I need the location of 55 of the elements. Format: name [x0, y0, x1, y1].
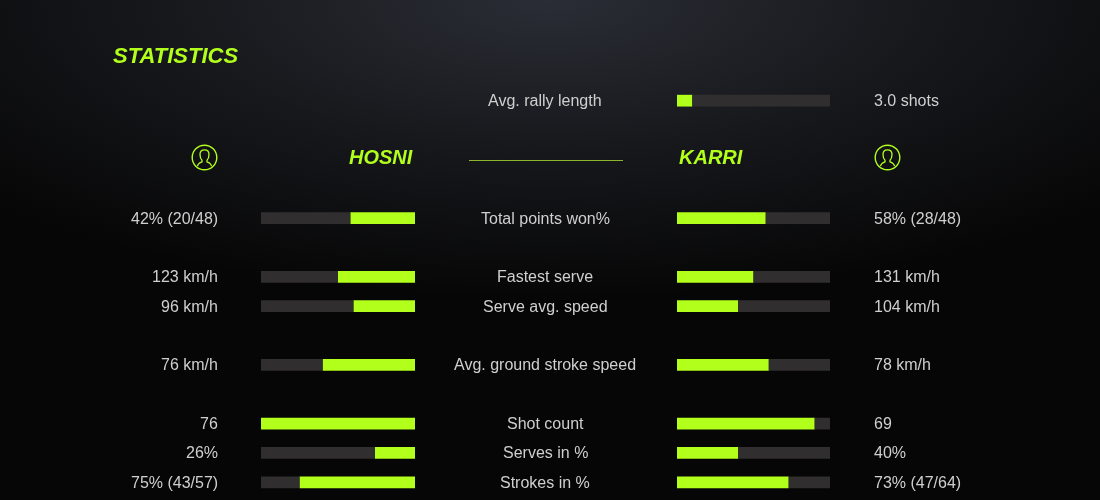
- text: 3.0 shots: [874, 92, 939, 109]
- bar: [374, 447, 415, 459]
- bar: [322, 359, 415, 371]
- bar: [788, 476, 830, 489]
- text: 42% (20/48): [131, 210, 219, 227]
- bar: [738, 300, 830, 313]
- text: 76 km/h: [161, 356, 218, 373]
- y-tick-label: Serves in %: [503, 444, 589, 461]
- bar: [677, 359, 769, 371]
- text: 26%: [186, 444, 219, 461]
- bar: [261, 300, 354, 313]
- text: 78 km/h: [874, 356, 931, 373]
- series-label: KARRI: [679, 146, 743, 168]
- bar: [261, 270, 338, 283]
- bar: [299, 476, 415, 489]
- text: 40%: [874, 444, 907, 461]
- bar: [677, 212, 766, 224]
- bar: [753, 270, 830, 283]
- bar: [677, 417, 815, 430]
- bar: [261, 447, 375, 459]
- y-tick-label: Serve avg. speed: [483, 298, 608, 315]
- y-tick-label: Avg. rally length: [488, 92, 602, 109]
- text: 131 km/h: [874, 268, 940, 285]
- y-tick-label: Shot count: [507, 415, 585, 432]
- bar: [814, 417, 830, 430]
- bar: [350, 212, 415, 224]
- text: 69: [874, 415, 892, 432]
- y-tick-label: Strokes in %: [500, 474, 590, 491]
- bar: [338, 270, 415, 283]
- bar: [677, 476, 789, 489]
- bar: [768, 359, 830, 371]
- chart-title: STATISTICS: [113, 42, 239, 68]
- bar: [261, 476, 300, 489]
- text: 104 km/h: [874, 298, 940, 315]
- text: 75% (43/57): [131, 474, 219, 491]
- bar: [353, 300, 415, 313]
- bar: [692, 94, 830, 107]
- y-tick-label: Fastest serve: [497, 268, 594, 285]
- bar: [261, 359, 323, 371]
- bar: [261, 417, 415, 430]
- text: 96 km/h: [161, 298, 218, 315]
- text: 76: [200, 415, 218, 432]
- bar: [738, 447, 830, 459]
- y-tick-label: Avg. ground stroke speed: [454, 356, 637, 373]
- text: 123 km/h: [152, 268, 218, 285]
- bar: [677, 447, 739, 459]
- bar: [261, 212, 351, 224]
- bar: [677, 270, 754, 283]
- text: HOSNI: [349, 146, 413, 168]
- text: 73% (47/64): [874, 474, 962, 491]
- bar: [765, 212, 830, 224]
- bar: [677, 94, 693, 107]
- bar: [677, 300, 739, 313]
- text: 58% (28/48): [874, 210, 962, 227]
- y-tick-label: Total points won%: [481, 210, 610, 227]
